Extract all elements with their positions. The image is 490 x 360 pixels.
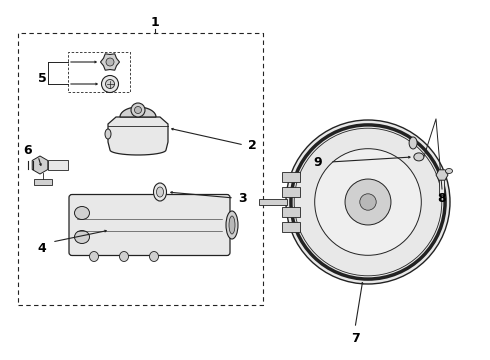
- Ellipse shape: [105, 129, 111, 139]
- Ellipse shape: [409, 137, 417, 149]
- Ellipse shape: [226, 211, 238, 239]
- Text: 2: 2: [247, 139, 256, 152]
- Circle shape: [106, 58, 114, 66]
- Circle shape: [105, 80, 115, 89]
- Ellipse shape: [229, 216, 235, 234]
- Ellipse shape: [156, 187, 164, 197]
- FancyBboxPatch shape: [69, 194, 230, 256]
- Text: 4: 4: [38, 242, 47, 255]
- Ellipse shape: [74, 230, 90, 243]
- FancyBboxPatch shape: [259, 199, 287, 205]
- Polygon shape: [436, 170, 448, 180]
- Bar: [282, 222, 300, 232]
- Ellipse shape: [153, 183, 167, 201]
- Text: 6: 6: [24, 144, 32, 157]
- Circle shape: [131, 103, 145, 117]
- Polygon shape: [120, 107, 156, 117]
- Text: 5: 5: [38, 72, 47, 85]
- Polygon shape: [100, 54, 120, 70]
- Text: 7: 7: [351, 332, 359, 345]
- Ellipse shape: [120, 252, 128, 261]
- Bar: [282, 187, 300, 197]
- Text: 3: 3: [238, 192, 246, 204]
- Bar: [440, 175, 444, 195]
- Bar: [282, 172, 300, 182]
- Bar: [34, 179, 52, 185]
- Circle shape: [294, 128, 442, 276]
- Polygon shape: [32, 156, 48, 174]
- Bar: [18, 33, 263, 305]
- Circle shape: [345, 179, 391, 225]
- Circle shape: [360, 194, 376, 210]
- Text: 9: 9: [314, 156, 322, 168]
- Circle shape: [286, 120, 450, 284]
- Bar: [48, 160, 68, 170]
- Ellipse shape: [414, 153, 424, 161]
- Bar: [68, 52, 130, 92]
- Text: 1: 1: [150, 15, 159, 28]
- Circle shape: [101, 76, 119, 93]
- Ellipse shape: [445, 168, 452, 174]
- Ellipse shape: [74, 207, 90, 220]
- Bar: [282, 207, 300, 217]
- Polygon shape: [108, 117, 168, 155]
- Ellipse shape: [149, 252, 158, 261]
- Circle shape: [134, 107, 142, 113]
- Text: 8: 8: [438, 192, 446, 204]
- Ellipse shape: [90, 252, 98, 261]
- Circle shape: [315, 149, 421, 255]
